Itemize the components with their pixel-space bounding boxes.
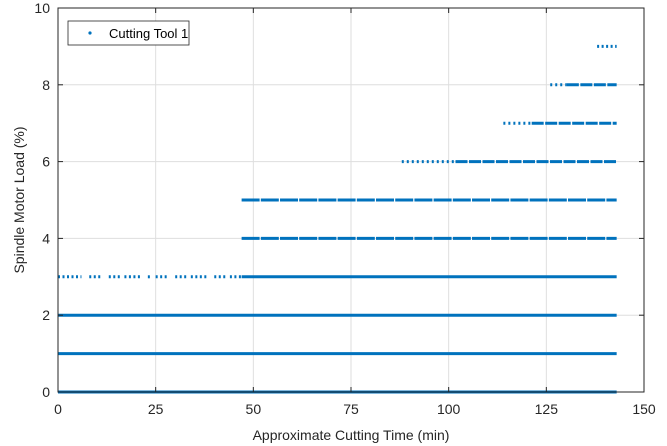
legend: Cutting Tool 1 — [67, 20, 190, 46]
data-points — [58, 44, 617, 394]
x-tick-label: 150 — [632, 401, 656, 417]
y-tick-label: 8 — [42, 77, 50, 93]
y-tick-label: 10 — [34, 0, 50, 16]
x-axis-label: Approximate Cutting Time (min) — [253, 427, 450, 443]
x-tick-label: 0 — [54, 401, 62, 417]
legend-entry-cutting-tool-1: Cutting Tool 1 — [109, 26, 188, 41]
y-tick-label: 6 — [42, 154, 50, 170]
y-axis-label: Spindle Motor Load (%) — [11, 126, 27, 273]
legend-marker — [88, 31, 92, 35]
y-axis-ticks: 0 2 4 6 8 10 — [34, 0, 644, 400]
x-tick-label: 125 — [535, 401, 559, 417]
legend-box — [67, 20, 190, 46]
x-axis-ticks: 0 25 50 75 100 125 150 — [54, 8, 656, 417]
y-tick-label: 0 — [42, 384, 50, 400]
x-tick-label: 100 — [437, 401, 461, 417]
y-tick-label: 4 — [42, 230, 50, 246]
y-tick-label: 2 — [42, 307, 50, 323]
x-tick-label: 25 — [148, 401, 164, 417]
x-tick-label: 50 — [246, 401, 262, 417]
x-tick-label: 75 — [343, 401, 359, 417]
